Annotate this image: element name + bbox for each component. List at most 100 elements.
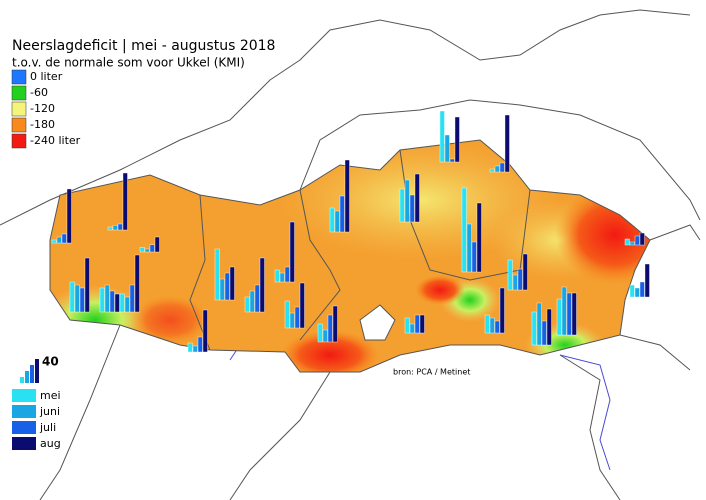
station-bar bbox=[289, 221, 295, 283]
station-bar bbox=[571, 292, 577, 336]
station-bar bbox=[112, 224, 118, 231]
station-bar bbox=[471, 241, 477, 273]
station-bar bbox=[399, 188, 405, 223]
station-bar bbox=[449, 158, 455, 163]
station-bar bbox=[149, 244, 155, 253]
legend-swatch bbox=[11, 133, 27, 149]
brussels bbox=[359, 304, 396, 341]
station-bar bbox=[56, 236, 62, 244]
region-border bbox=[49, 139, 651, 373]
station-bar bbox=[561, 286, 567, 336]
station-bar bbox=[494, 320, 500, 334]
station-bar bbox=[476, 202, 482, 273]
station-bar bbox=[61, 233, 67, 244]
station-bar bbox=[219, 278, 225, 301]
station-bar bbox=[531, 311, 537, 346]
station-bar bbox=[409, 194, 415, 223]
legend-label: -180 bbox=[30, 118, 55, 131]
station-bar bbox=[117, 223, 123, 231]
legend-label: -60 bbox=[30, 86, 48, 99]
station-bar bbox=[419, 314, 425, 334]
border bbox=[39, 224, 701, 500]
station-bar bbox=[466, 223, 472, 273]
station-bar bbox=[259, 257, 265, 313]
station-bar bbox=[404, 179, 410, 223]
station-bar bbox=[197, 336, 203, 353]
legend-swatch bbox=[11, 69, 27, 85]
station-bar bbox=[454, 116, 460, 163]
station-bar bbox=[244, 296, 250, 313]
series-label: juli bbox=[39, 421, 56, 434]
station-bar bbox=[229, 266, 235, 301]
station-bar bbox=[187, 342, 193, 353]
station-bar bbox=[104, 284, 110, 313]
station-bar bbox=[634, 235, 640, 246]
station-bar bbox=[339, 195, 345, 233]
legend-label: -240 liter bbox=[30, 134, 81, 147]
station-bar bbox=[507, 259, 513, 291]
station-bar bbox=[414, 173, 420, 223]
station-bar bbox=[409, 323, 415, 334]
series-label: mei bbox=[40, 389, 61, 402]
station-bar bbox=[629, 241, 635, 246]
station-bar bbox=[84, 257, 90, 313]
border bbox=[299, 99, 701, 221]
scale-label: 40 bbox=[42, 355, 59, 369]
station-bar bbox=[504, 114, 510, 173]
scale-bar bbox=[25, 371, 29, 383]
station-bar bbox=[566, 292, 572, 336]
station-bar bbox=[556, 298, 562, 336]
station-bar bbox=[404, 317, 410, 334]
station-bar bbox=[517, 268, 523, 291]
station-bar bbox=[279, 272, 285, 283]
scale-bar bbox=[20, 377, 24, 383]
station-bar bbox=[69, 281, 75, 313]
station-bar bbox=[546, 308, 552, 346]
station-bar bbox=[122, 172, 128, 231]
station-bar bbox=[119, 293, 125, 313]
station-bar bbox=[254, 284, 260, 313]
station-bar bbox=[202, 309, 208, 353]
legend-swatch bbox=[11, 85, 27, 101]
station-bar bbox=[444, 134, 450, 163]
station-bar bbox=[284, 266, 290, 283]
station-bar bbox=[329, 207, 335, 233]
station-bar bbox=[214, 248, 220, 301]
station-bar bbox=[644, 263, 650, 298]
source: bron: PCA / Metinet bbox=[393, 368, 470, 377]
station-bar bbox=[639, 232, 645, 246]
station-bar bbox=[461, 187, 467, 273]
title: Neerslagdeficit | mei - augustus 2018 bbox=[12, 38, 275, 54]
series-label: juni bbox=[39, 405, 60, 418]
station-bar bbox=[192, 345, 198, 353]
station-bar bbox=[154, 236, 160, 253]
station-bar bbox=[99, 287, 105, 313]
station-bar bbox=[66, 188, 72, 244]
station-bar bbox=[79, 287, 85, 313]
station-bar bbox=[109, 290, 115, 313]
station-bar bbox=[139, 246, 145, 253]
legend-swatch bbox=[11, 101, 27, 117]
series-label: aug bbox=[40, 437, 61, 450]
series-swatch bbox=[12, 405, 36, 418]
station-bar bbox=[249, 290, 255, 313]
station-bar bbox=[289, 312, 295, 329]
station-bar bbox=[522, 253, 528, 291]
series-swatch bbox=[12, 389, 36, 402]
station-bar bbox=[624, 238, 630, 246]
station-bar bbox=[134, 254, 140, 313]
station-bar bbox=[274, 269, 280, 283]
station-bar bbox=[489, 317, 495, 334]
station-bar bbox=[327, 314, 333, 343]
station-bar bbox=[299, 282, 305, 329]
station-bar bbox=[541, 320, 547, 346]
series-swatch bbox=[12, 437, 36, 450]
series-swatch bbox=[12, 421, 36, 434]
station-bar bbox=[129, 284, 135, 313]
station-bar bbox=[499, 287, 505, 334]
station-bar bbox=[334, 210, 340, 233]
station-bar bbox=[107, 226, 113, 231]
subtitle: t.o.v. de normale som voor Ukkel (KMI) bbox=[12, 56, 245, 70]
